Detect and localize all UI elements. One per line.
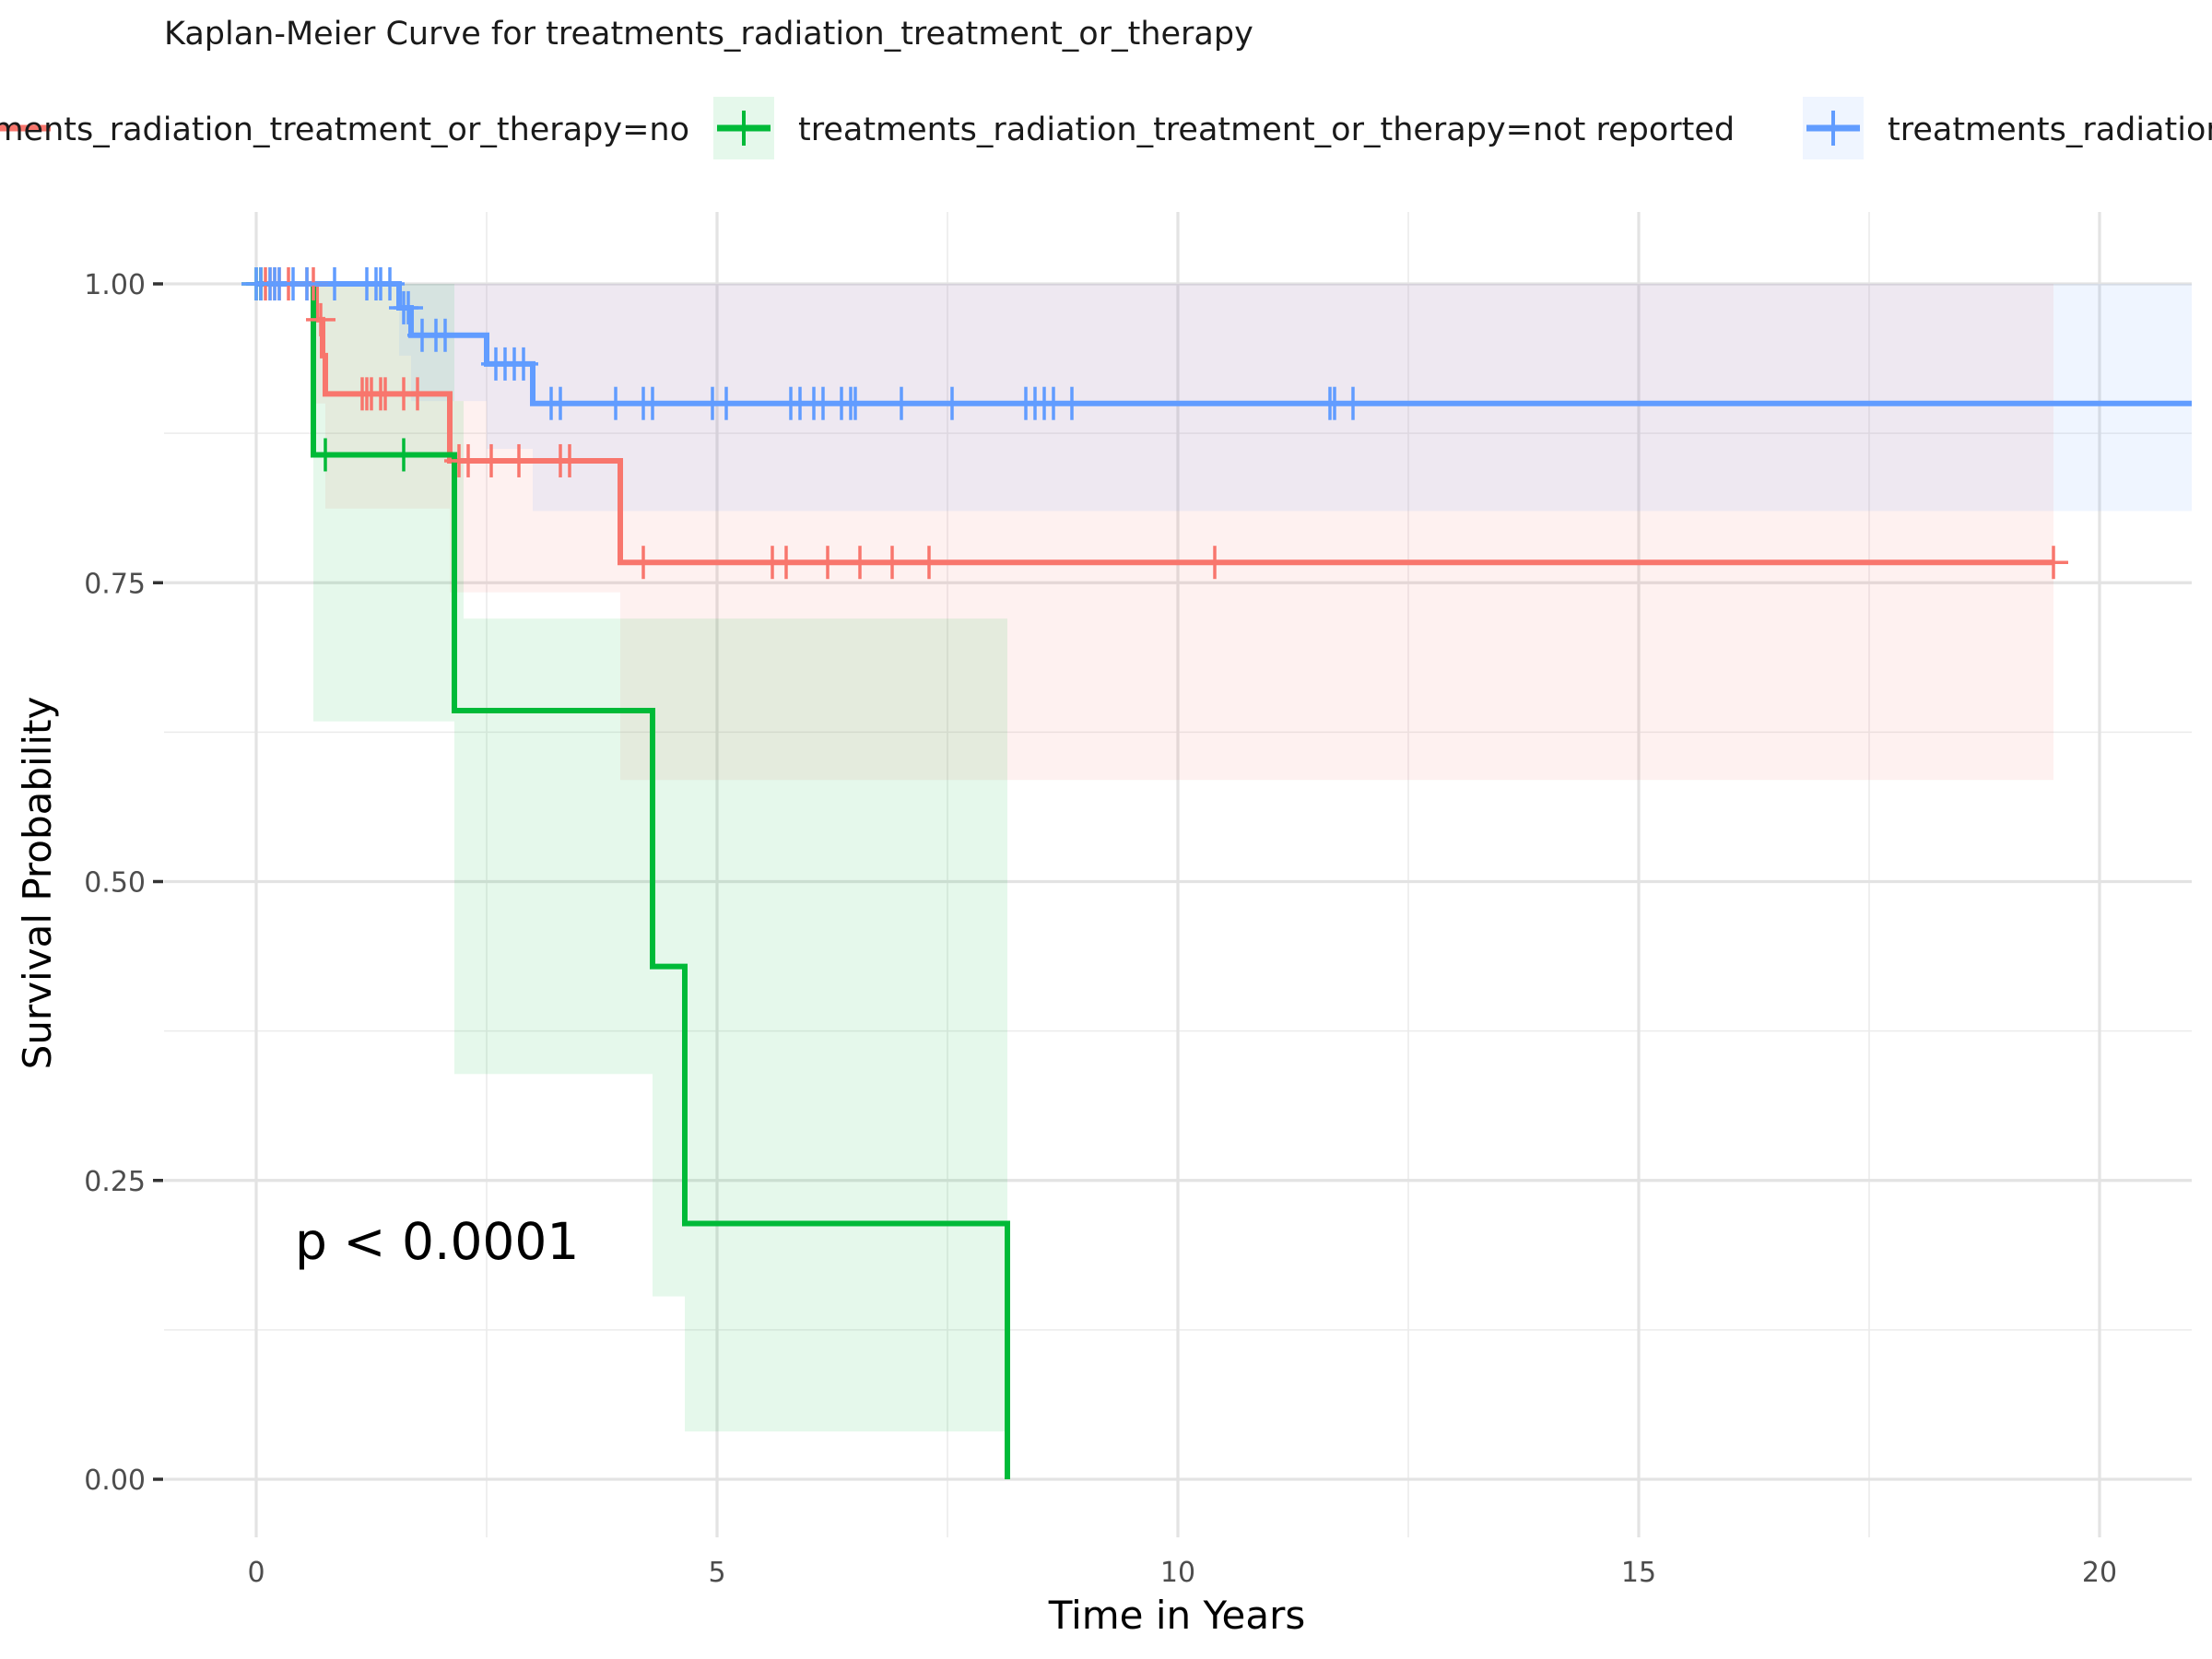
y-axis-title: Survival Probability [15, 697, 60, 1070]
ci-band-segment-1 [653, 618, 685, 1297]
y-tick-label: 0.50 [84, 867, 146, 900]
legend-label-no: treatments_radiation_treatment_or_therap… [0, 112, 689, 148]
legend-entry-not-reported: treatments_radiation_treatment_or_therap… [713, 97, 1735, 159]
survival-curve-1 [256, 281, 1010, 1479]
y-axis: 0.00 0.25 0.50 0.75 1.00 [84, 269, 163, 1497]
x-axis-title: Time in Years [1048, 1593, 1306, 1638]
y-tick-label: 0.00 [84, 1465, 146, 1497]
legend-entry-yes: treatments_radiation_treatment_or_therap… [1803, 97, 2212, 159]
x-tick-label: 5 [708, 1557, 725, 1589]
ci-band-segment-2 [533, 284, 2192, 512]
ci-band-segment-0 [620, 284, 2053, 781]
legend-entry-no: treatments_radiation_treatment_or_therap… [0, 112, 689, 148]
legend: treatments_radiation_treatment_or_therap… [0, 97, 2212, 159]
legend-label-yes: treatments_radiation_treatment_or_therap… [1888, 112, 2212, 148]
chart-title: Kaplan-Meier Curve for treatments_radiat… [164, 16, 1253, 53]
y-tick-label: 0.75 [84, 568, 146, 600]
x-tick-label: 15 [1621, 1557, 1656, 1589]
x-tick-label: 20 [2082, 1557, 2117, 1589]
confidence-bands [313, 284, 2192, 1432]
x-axis: 0 5 10 15 20 [247, 1557, 2117, 1589]
x-tick-label: 0 [247, 1557, 265, 1589]
x-tick-label: 10 [1160, 1557, 1195, 1589]
ci-band-segment-1 [313, 284, 454, 722]
grid [164, 212, 2192, 1537]
ci-band-segment-1 [685, 618, 1007, 1432]
y-tick-label: 1.00 [84, 269, 146, 301]
y-tick-label: 0.25 [84, 1166, 146, 1198]
ci-band-segment-1 [454, 401, 464, 1075]
p-value-annotation: p < 0.0001 [295, 1212, 579, 1271]
legend-label-not-reported: treatments_radiation_treatment_or_therap… [798, 112, 1735, 148]
ci-band-segment-1 [464, 618, 653, 1075]
censor-marks [241, 267, 2068, 580]
